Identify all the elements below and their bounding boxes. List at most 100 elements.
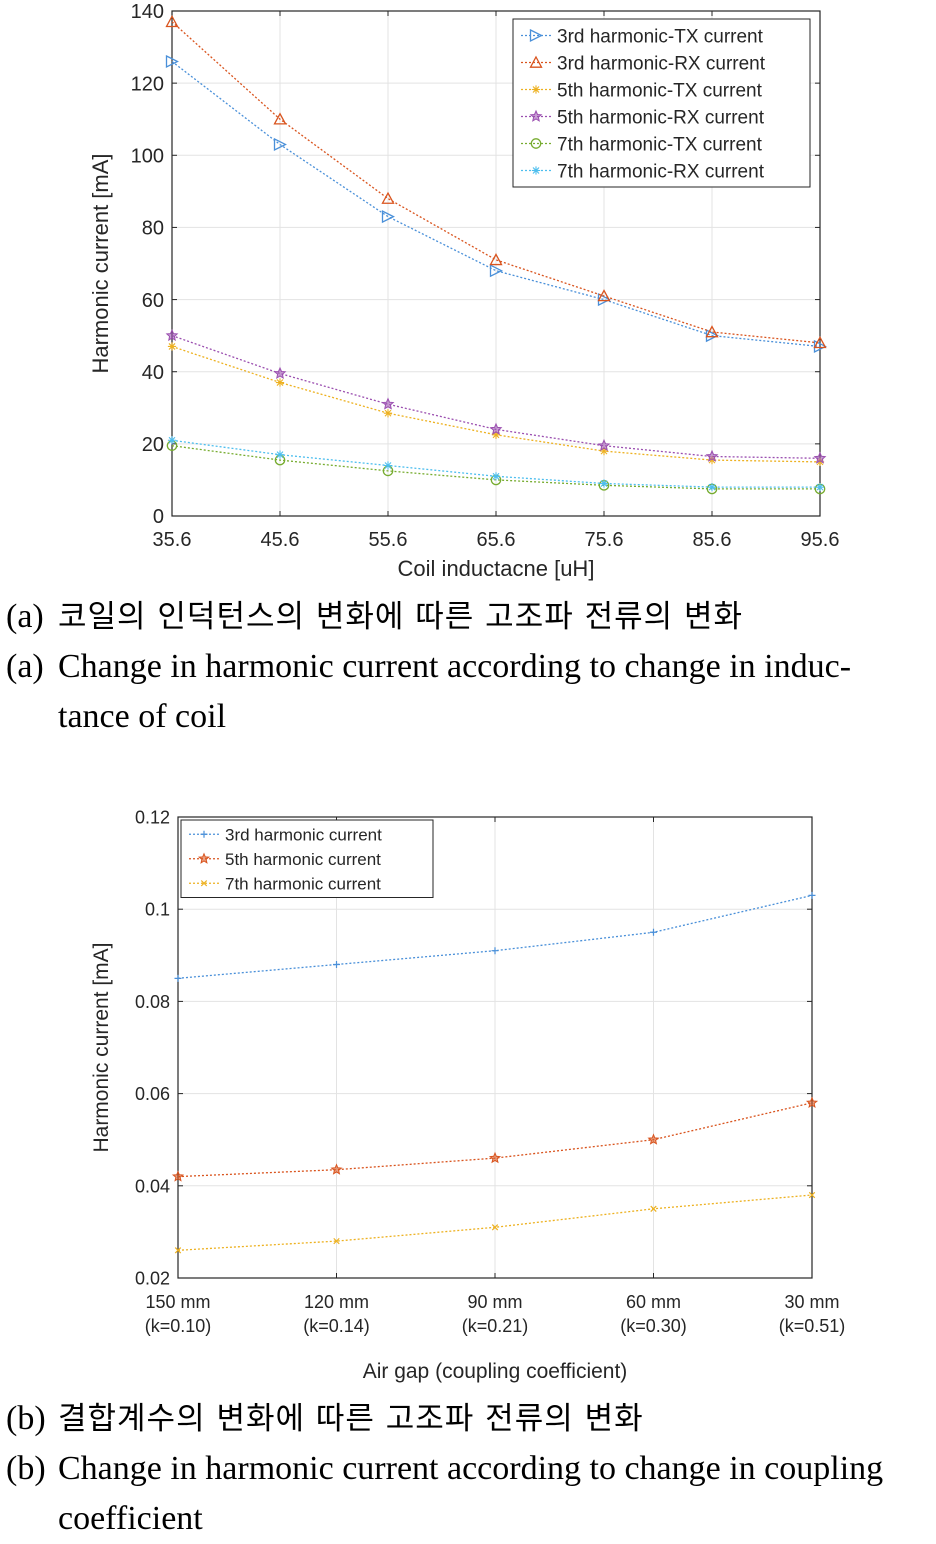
x-ticks: 150 mm (k=0.10) 120 mm (k=0.14) 90 mm (k=0.21… bbox=[145, 817, 845, 1336]
legend-marker bbox=[531, 166, 541, 175]
x-tick-label: 150 mm bbox=[145, 1292, 210, 1312]
data-point bbox=[489, 253, 503, 266]
data-point bbox=[165, 54, 179, 69]
data-point bbox=[808, 891, 816, 899]
y-ticks: 0.02 0.04 0.06 0.08 0.1 0.12 bbox=[135, 807, 812, 1288]
data-point bbox=[167, 342, 177, 351]
caption-a-english-line2: tance of coil bbox=[58, 698, 227, 735]
y-tick-label: 40 bbox=[142, 362, 164, 384]
y-tick-label: 0.02 bbox=[135, 1268, 170, 1288]
y-tick-label: 0.12 bbox=[135, 807, 170, 827]
series-2 bbox=[171, 1096, 819, 1182]
legend-marker bbox=[529, 55, 543, 68]
data-point bbox=[650, 1205, 657, 1213]
caption-b-english-row2: coefficient bbox=[6, 1494, 934, 1544]
data-point bbox=[705, 325, 719, 338]
legend-item: 7th harmonic-TX current bbox=[521, 134, 763, 155]
data-point bbox=[808, 1191, 816, 1199]
y-tick-label: 0 bbox=[153, 506, 164, 528]
legend-marker bbox=[531, 85, 541, 94]
data-point bbox=[489, 422, 503, 435]
y-tick-label: 0.08 bbox=[135, 992, 170, 1012]
data-point bbox=[165, 14, 179, 28]
caption-a-english-line1: Change in harmonic current according to … bbox=[58, 648, 852, 685]
x-tick-label: 65.6 bbox=[477, 529, 516, 551]
legend-marker bbox=[200, 880, 208, 887]
x-tick-label: 55.6 bbox=[369, 529, 408, 551]
caption-b-tag-en: (b) bbox=[6, 1450, 46, 1487]
data-point bbox=[597, 438, 611, 452]
legend-item: 5th harmonic-RX current bbox=[521, 107, 765, 128]
legend-item: 3rd harmonic current bbox=[189, 825, 382, 844]
y-ticks: 0 20 40 60 80 100 120 140 bbox=[131, 1, 820, 528]
legend-label: 3rd harmonic-RX current bbox=[557, 53, 766, 74]
legend: 3rd harmonic current 5th harmonic current… bbox=[180, 819, 434, 898]
data-point bbox=[333, 961, 340, 969]
x-tick-label: 120 mm bbox=[304, 1292, 369, 1312]
x-tick-label: (k=0.10) bbox=[145, 1316, 212, 1336]
y-tick-label: 80 bbox=[142, 218, 164, 240]
data-point bbox=[273, 112, 287, 125]
data-point bbox=[491, 947, 499, 955]
data-point bbox=[273, 137, 287, 152]
data-point bbox=[707, 483, 717, 492]
caption-a-korean-row: (a) 코일의 인덕턴스의 변화에 따른 고조파 전류의 변화 bbox=[6, 592, 934, 642]
data-point bbox=[330, 1163, 343, 1175]
data-point bbox=[805, 1096, 819, 1108]
data-point bbox=[275, 450, 285, 459]
data-point bbox=[813, 335, 827, 349]
series-1 bbox=[165, 54, 827, 354]
legend-marker bbox=[529, 28, 543, 43]
y-tick-label: 0.1 bbox=[145, 900, 170, 920]
data-point bbox=[650, 928, 657, 936]
x-tick-label: 30 mm bbox=[784, 1292, 839, 1312]
legend-item: 7th harmonic-RX current bbox=[521, 161, 765, 182]
legend-item: 5th harmonic current bbox=[189, 850, 381, 869]
caption-b-tag: (b) bbox=[6, 1400, 46, 1437]
data-point bbox=[647, 1133, 660, 1145]
caption-a-english-row2: tance of coil bbox=[6, 692, 934, 742]
x-tick-label: 45.6 bbox=[261, 529, 300, 551]
y-tick-label: 20 bbox=[142, 434, 164, 456]
y-axis-label: Harmonic current [mA] bbox=[90, 942, 113, 1152]
legend-label: 7th harmonic-TX current bbox=[557, 134, 763, 155]
x-tick-label: 85.6 bbox=[693, 529, 732, 551]
legend-item: 3rd harmonic-RX current bbox=[521, 53, 766, 74]
caption-a-spacer bbox=[6, 692, 58, 742]
data-point bbox=[333, 1237, 340, 1245]
data-point bbox=[381, 191, 395, 204]
legend-label: 5th harmonic-TX current bbox=[557, 80, 763, 101]
data-point bbox=[599, 446, 609, 456]
data-point bbox=[273, 366, 287, 380]
series-line bbox=[171, 60, 821, 348]
data-point bbox=[489, 264, 503, 278]
legend-label: 7th harmonic current bbox=[225, 874, 381, 893]
data-point bbox=[171, 1170, 185, 1182]
caption-a-tag-en: (a) bbox=[6, 648, 44, 685]
legend-label: 3rd harmonic-TX current bbox=[557, 26, 764, 47]
caption-b-english-line2: coefficient bbox=[58, 1500, 203, 1537]
caption-b: (b) 결합계수의 변화에 따른 고조파 전류의 변화 (b) Change i… bbox=[6, 1394, 934, 1544]
caption-b-english-row: (b) Change in harmonic current according… bbox=[6, 1444, 934, 1494]
caption-a-tag: (a) bbox=[6, 598, 44, 635]
x-tick-label: 35.6 bbox=[153, 529, 192, 551]
legend-label: 5th harmonic-RX current bbox=[557, 107, 765, 128]
legend-item: 3rd harmonic-TX current bbox=[521, 26, 764, 47]
data-point bbox=[488, 1151, 502, 1164]
data-point bbox=[491, 472, 501, 481]
legend-item: 7th harmonic current bbox=[189, 874, 381, 893]
series-line bbox=[171, 21, 821, 344]
data-point bbox=[174, 974, 182, 982]
legend-label: 5th harmonic current bbox=[225, 850, 381, 869]
legend-box bbox=[180, 819, 434, 898]
legend-marker bbox=[200, 830, 208, 838]
series-4 bbox=[165, 328, 827, 464]
legend-marker bbox=[529, 109, 543, 122]
data-point bbox=[705, 449, 719, 462]
legend-item: 5th harmonic-TX current bbox=[521, 80, 763, 101]
chart-air-gap: 150 mm (k=0.10) 120 mm (k=0.14) 90 mm (k=0.21… bbox=[90, 807, 845, 1383]
legend-label: 7th harmonic-RX current bbox=[557, 161, 765, 182]
data-point bbox=[275, 378, 285, 387]
caption-b-korean: 결합계수의 변화에 따른 고조파 전류의 변화 bbox=[58, 1401, 644, 1437]
data-point bbox=[813, 451, 827, 464]
